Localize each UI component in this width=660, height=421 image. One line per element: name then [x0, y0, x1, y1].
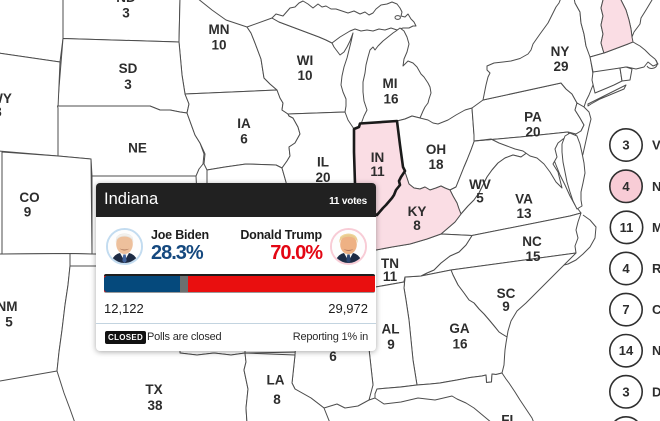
- svg-text:5: 5: [476, 191, 484, 206]
- svg-text:5: 5: [5, 315, 13, 330]
- svg-text:VT: VT: [652, 138, 660, 153]
- svg-text:15: 15: [525, 249, 541, 264]
- svg-text:29: 29: [553, 59, 568, 74]
- svg-text:6: 6: [329, 349, 337, 364]
- svg-text:SD: SD: [119, 61, 138, 76]
- svg-text:4: 4: [622, 261, 630, 276]
- svg-text:16: 16: [383, 92, 399, 107]
- svg-text:AL: AL: [382, 322, 400, 337]
- svg-text:MA: MA: [652, 220, 660, 235]
- svg-text:11: 11: [620, 220, 634, 235]
- svg-text:NC: NC: [522, 234, 542, 249]
- svg-text:16: 16: [452, 337, 468, 352]
- svg-text:WI: WI: [297, 53, 314, 68]
- svg-text:NY: NY: [551, 44, 570, 59]
- svg-text:FL: FL: [501, 413, 518, 421]
- svg-text:IL: IL: [317, 155, 329, 170]
- svg-text:NJ: NJ: [652, 343, 660, 358]
- svg-text:10: 10: [211, 38, 226, 53]
- svg-text:18: 18: [428, 157, 444, 172]
- svg-text:NM: NM: [0, 299, 18, 314]
- svg-text:20: 20: [315, 170, 330, 185]
- svg-text:GA: GA: [449, 321, 470, 336]
- svg-text:9: 9: [387, 337, 395, 352]
- svg-text:3: 3: [124, 77, 132, 92]
- svg-text:WY: WY: [0, 91, 12, 106]
- svg-text:ND: ND: [116, 0, 136, 5]
- svg-text:3: 3: [622, 384, 629, 399]
- svg-text:9: 9: [502, 299, 510, 314]
- svg-text:IN: IN: [371, 150, 385, 165]
- svg-text:11: 11: [370, 164, 385, 179]
- svg-text:6: 6: [240, 132, 248, 147]
- svg-text:LA: LA: [267, 373, 285, 388]
- svg-text:3: 3: [122, 6, 130, 21]
- svg-text:14: 14: [619, 343, 634, 358]
- svg-text:OH: OH: [426, 142, 446, 157]
- svg-text:CT: CT: [652, 302, 660, 317]
- svg-text:3: 3: [0, 105, 2, 120]
- svg-text:11: 11: [383, 269, 398, 284]
- svg-text:38: 38: [147, 398, 163, 413]
- svg-text:7: 7: [622, 302, 629, 317]
- svg-text:VA: VA: [515, 192, 533, 207]
- svg-text:TN: TN: [381, 256, 399, 271]
- svg-text:3: 3: [622, 138, 629, 153]
- svg-text:10: 10: [297, 68, 312, 83]
- svg-text:WV: WV: [469, 177, 491, 192]
- svg-text:NH: NH: [652, 179, 660, 194]
- svg-text:4: 4: [622, 179, 630, 194]
- svg-text:PA: PA: [524, 110, 542, 125]
- svg-text:9: 9: [24, 205, 32, 220]
- svg-text:DE: DE: [652, 384, 660, 399]
- svg-text:TX: TX: [145, 382, 162, 397]
- svg-text:IA: IA: [237, 116, 251, 131]
- svg-text:RI: RI: [652, 261, 660, 276]
- svg-text:8: 8: [413, 218, 421, 233]
- svg-text:MN: MN: [209, 22, 230, 37]
- svg-text:CO: CO: [19, 190, 39, 205]
- svg-text:KY: KY: [408, 204, 427, 219]
- svg-text:NE: NE: [128, 141, 147, 156]
- svg-text:13: 13: [516, 206, 532, 221]
- svg-text:20: 20: [525, 125, 540, 140]
- svg-text:SC: SC: [497, 286, 516, 301]
- svg-text:MI: MI: [383, 76, 398, 91]
- svg-text:8: 8: [273, 392, 281, 407]
